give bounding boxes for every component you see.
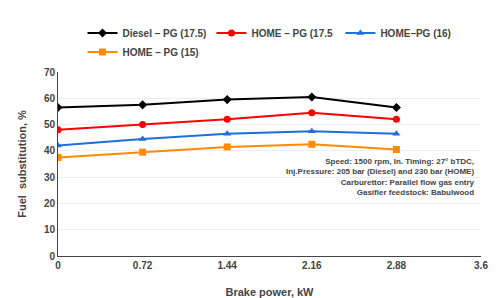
svg-text:70: 70 (44, 67, 56, 78)
svg-text:1.44: 1.44 (217, 260, 237, 271)
svg-text:10: 10 (44, 224, 56, 235)
svg-text:3.6: 3.6 (474, 260, 488, 271)
svg-text:0.72: 0.72 (133, 260, 153, 271)
svg-text:HOME – PG (15): HOME – PG (15) (123, 47, 199, 58)
svg-text:50: 50 (44, 119, 56, 130)
svg-text:30: 30 (44, 172, 56, 183)
svg-text:2.88: 2.88 (387, 260, 407, 271)
svg-text:HOME – PG (17.5: HOME – PG (17.5 (251, 28, 333, 39)
svg-text:Speed: 1500 rpm, In. Timing: 2: Speed: 1500 rpm, In. Timing: 27° bTDC,In… (286, 157, 475, 197)
svg-text:Brake power, kW: Brake power, kW (225, 286, 314, 298)
svg-text:HOME–PG (16): HOME–PG (16) (380, 28, 451, 39)
svg-text:Fuel substitution, %: Fuel substitution, % (16, 110, 28, 218)
svg-text:0: 0 (49, 251, 55, 262)
svg-text:60: 60 (44, 93, 56, 104)
svg-text:40: 40 (44, 145, 56, 156)
svg-text:Diesel – PG (​17.5): Diesel – PG (​17.5) (123, 28, 207, 39)
svg-text:20: 20 (44, 198, 56, 209)
svg-text:0: 0 (55, 260, 61, 271)
svg-text:2.16: 2.16 (302, 260, 322, 271)
